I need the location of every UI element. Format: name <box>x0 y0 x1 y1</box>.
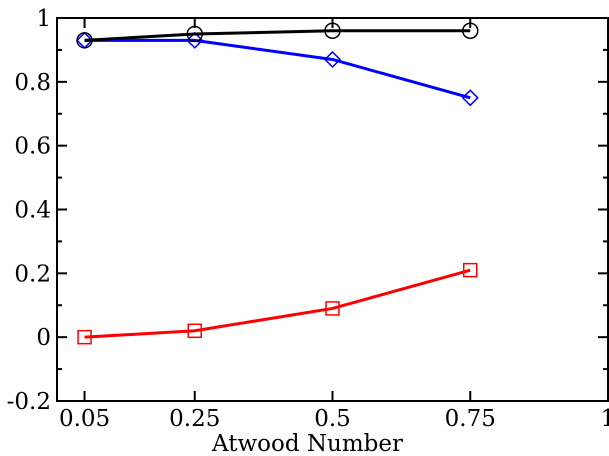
y-tick-label: 1 <box>36 6 51 32</box>
x-tick-label: 0.05 <box>59 406 110 432</box>
data-point-circle <box>324 22 341 40</box>
series-line-square <box>84 268 471 339</box>
data-point-square <box>463 262 478 278</box>
data-point-diamond <box>461 89 479 107</box>
x-tick-label: 0.5 <box>314 406 351 432</box>
y-tick-label: 0.6 <box>14 134 51 160</box>
data-point-diamond <box>323 50 342 69</box>
data-point-square <box>187 323 202 339</box>
y-tick-label: 0.4 <box>14 198 51 224</box>
x-tick-label: 0.25 <box>169 406 220 432</box>
data-point-diamond <box>186 31 204 49</box>
y-tick-label: 0 <box>36 325 51 351</box>
data-point-circle <box>76 32 93 49</box>
plot-border <box>56 17 609 402</box>
series-layer <box>75 22 479 345</box>
tick-labels: 0.05 0.25 0.5 0.75 1 -0.2 0 0.2 0.4 0.6 0.8 1 <box>7 6 609 432</box>
axis-ticks <box>57 17 609 402</box>
y-tick-label: 0.2 <box>14 261 51 287</box>
x-tick-label: 0.75 <box>445 406 496 432</box>
data-point-square <box>325 301 340 316</box>
y-tick-label: 0.8 <box>14 70 51 96</box>
data-point-square <box>77 329 92 345</box>
series-line-diamond <box>84 38 471 100</box>
data-point-circle <box>186 25 203 43</box>
plot-frame <box>56 17 609 402</box>
x-axis-title: Atwood Number <box>211 431 403 456</box>
series-line-circle <box>84 29 471 42</box>
x-tick-label: 1 <box>601 406 609 432</box>
y-tick-label: -0.2 <box>7 389 51 415</box>
series-diamond <box>75 31 479 107</box>
series-square <box>77 262 478 345</box>
data-point-circle <box>462 22 479 40</box>
series-circle <box>76 22 479 49</box>
